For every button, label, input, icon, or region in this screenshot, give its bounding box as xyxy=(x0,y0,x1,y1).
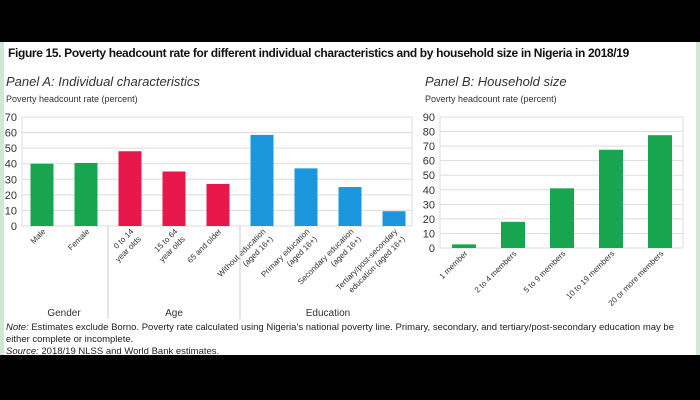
note-text: Estimates exclude Borno. Poverty rate ca… xyxy=(6,322,674,345)
y-tick-label: 0 xyxy=(11,221,17,233)
x-tick-label: 10 to 19 members xyxy=(564,249,616,301)
source-label: Source: xyxy=(6,346,39,357)
y-tick-label: 60 xyxy=(423,156,435,168)
y-tick-label: 30 xyxy=(423,199,435,211)
bar-5-to-9-members xyxy=(550,188,574,248)
x-tick-label: 65 and older xyxy=(186,227,224,265)
x-tick-label: 5 to 9 members xyxy=(522,249,568,295)
y-tick-label: 0 xyxy=(429,243,435,255)
bar-2-to-4-members xyxy=(501,221,525,248)
x-tick-label: 20 or more members xyxy=(607,249,666,308)
y-tick-label: 80 xyxy=(423,127,435,139)
bar-0-to-14-year-olds xyxy=(118,151,142,226)
x-tick-label: 1 member xyxy=(438,249,470,281)
source-text: 2018/19 NLSS and World Bank estimates. xyxy=(38,346,220,357)
bar-10-to-19-members xyxy=(599,149,623,248)
y-tick-label: 70 xyxy=(423,141,435,153)
bar-primary-education-aged-16- xyxy=(294,168,318,226)
bar-without-education-aged-16- xyxy=(250,134,274,226)
x-tick-label: Male xyxy=(29,227,48,246)
bar-male xyxy=(30,163,54,226)
x-tick-label: 2 to 4 members xyxy=(473,249,519,295)
bar-20-or-more-members xyxy=(648,135,672,248)
note: Note: Estimates exclude Borno. Poverty r… xyxy=(6,322,686,346)
y-tick-label: 40 xyxy=(423,185,435,197)
y-tick-label: 60 xyxy=(5,128,17,140)
y-tick-label: 10 xyxy=(5,205,17,217)
y-tick-label: 70 xyxy=(5,112,17,124)
y-tick-label: 20 xyxy=(5,190,17,202)
group-label: Education xyxy=(306,308,350,319)
bar-secondary-education-aged-16- xyxy=(338,187,362,226)
bar-tertiary-post-secondary-education-aged-16- xyxy=(382,211,406,226)
bar-1-member xyxy=(452,244,476,248)
bar-15-to-64-year-olds xyxy=(162,171,186,226)
source: Source: 2018/19 NLSS and World Bank esti… xyxy=(6,346,219,357)
y-tick-label: 90 xyxy=(423,112,435,124)
panel-a-ylabel: Poverty headcount rate (percent) xyxy=(6,94,138,104)
figure: Figure 15. Poverty headcount rate for di… xyxy=(0,42,700,357)
y-tick-label: 30 xyxy=(5,174,17,186)
group-label: Age xyxy=(165,308,183,319)
figure-title: Figure 15. Poverty headcount rate for di… xyxy=(8,46,629,60)
bar-female xyxy=(74,162,98,226)
y-tick-label: 50 xyxy=(5,143,17,155)
panel-b-title: Panel B: Household size xyxy=(425,74,567,89)
y-tick-label: 20 xyxy=(423,214,435,226)
panel-b-ylabel: Poverty headcount rate (percent) xyxy=(425,94,557,104)
y-tick-label: 50 xyxy=(423,170,435,182)
x-tick-label: Female xyxy=(66,227,92,253)
note-label: Note: xyxy=(6,322,29,333)
panel-a-title: Panel A: Individual characteristics xyxy=(6,74,200,89)
bar-65-and-older xyxy=(206,183,230,226)
y-tick-label: 40 xyxy=(5,159,17,171)
group-label: Gender xyxy=(47,308,81,319)
y-tick-label: 10 xyxy=(423,228,435,240)
